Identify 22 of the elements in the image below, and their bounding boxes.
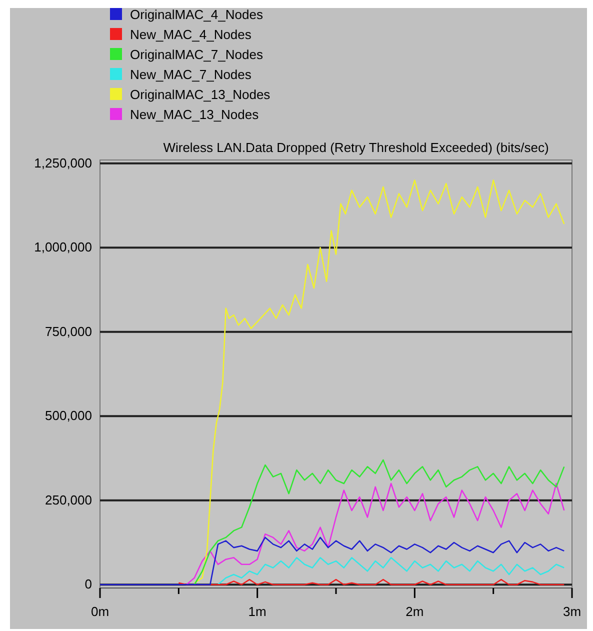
chart-title: Wireless LAN.Data Dropped (Retry Threshold Exceeded) (bits/sec) xyxy=(163,140,549,155)
line-series xyxy=(194,180,565,584)
legend-label: OriginalMAC_13_Nodes xyxy=(130,87,271,102)
legend-label: New_MAC_13_Nodes xyxy=(130,107,260,122)
legend-label: OriginalMAC_7_Nodes xyxy=(130,47,264,62)
y-tick-label: 1,250,000 xyxy=(34,155,92,170)
y-tick-label: 500,000 xyxy=(45,408,92,424)
legend-label: New_MAC_7_Nodes xyxy=(130,67,252,82)
line-series xyxy=(186,482,565,586)
y-tick-label: 0 xyxy=(84,576,92,592)
y-tick-label: 750,000 xyxy=(45,324,92,339)
y-tick-label: 1,000,000 xyxy=(34,240,92,255)
x-tick-label: 0m xyxy=(90,604,110,619)
line-series xyxy=(217,557,565,586)
x-tick-label: 3m xyxy=(562,604,582,619)
x-tick-label: 2m xyxy=(406,604,424,619)
y-tick-label: 250,000 xyxy=(45,492,92,508)
line-series xyxy=(194,459,565,586)
x-tick-label: 1m xyxy=(248,604,266,619)
legend-label: New_MAC_4_Nodes xyxy=(130,27,252,42)
legend-label: OriginalMAC_4_Nodes xyxy=(130,7,264,22)
line-series xyxy=(99,536,565,586)
